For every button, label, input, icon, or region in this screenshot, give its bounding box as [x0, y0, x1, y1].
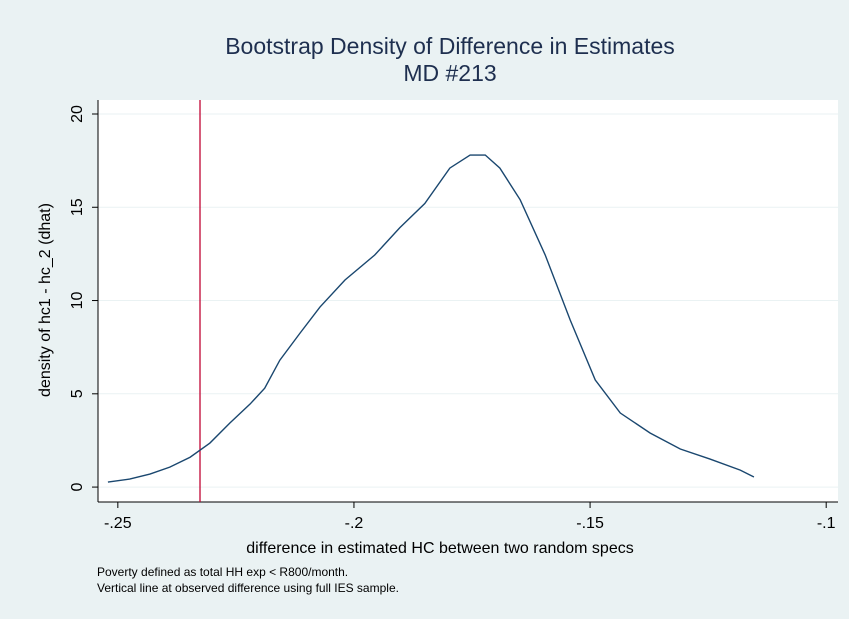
x-axis-label: difference in estimated HC between two r… [246, 540, 633, 557]
x-tick-label: -.25 [104, 515, 132, 532]
note: Vertical line at observed difference usi… [97, 581, 399, 595]
y-axis-label: density of hc1 - hc_2 (dhat) [37, 203, 54, 397]
y-tick-label: 10 [69, 292, 86, 310]
x-tick-label: -.2 [345, 515, 364, 532]
chart-subtitle: MD #213 [403, 60, 496, 86]
y-tick-label: 15 [69, 198, 86, 216]
note: Poverty defined as total HH exp < R800/m… [97, 565, 348, 579]
density-line [107, 154, 755, 483]
x-tick-label: -.1 [817, 515, 836, 532]
y-tick-label: 0 [69, 483, 86, 492]
y-tick-label: 20 [69, 105, 86, 123]
y-tick-label: 5 [69, 389, 86, 398]
chart-title: Bootstrap Density of Difference in Estim… [225, 33, 675, 59]
x-tick-label: -.15 [576, 515, 604, 532]
